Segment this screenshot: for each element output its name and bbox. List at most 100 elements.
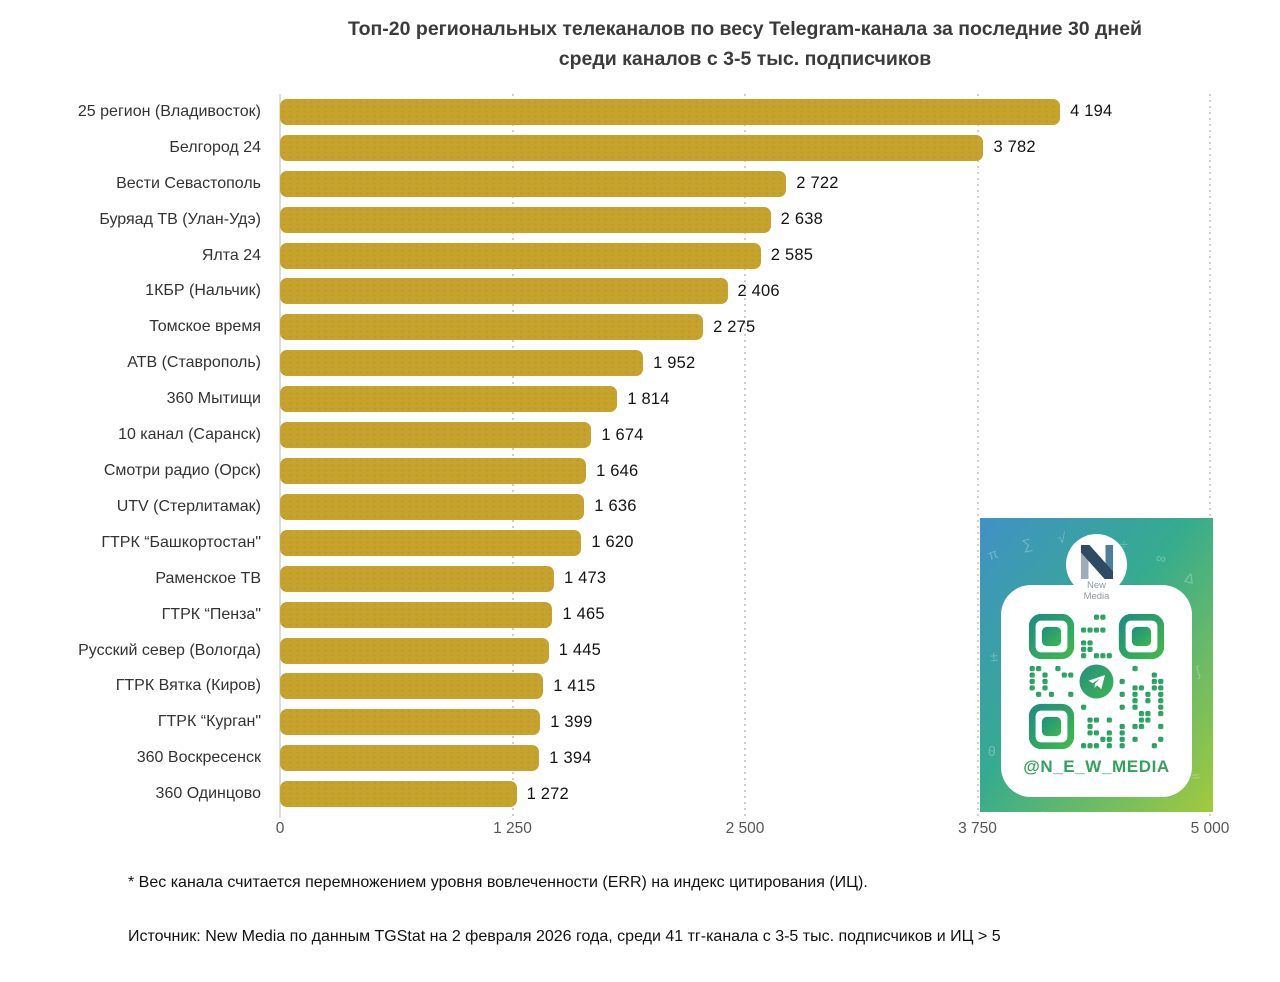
bar — [280, 745, 540, 772]
wordmark-line2: Media — [1083, 591, 1110, 602]
bar-track: 1 465 — [280, 601, 1210, 628]
value-label: 1 465 — [562, 605, 605, 624]
bar — [280, 98, 1061, 125]
new-media-logo-icon — [1080, 545, 1114, 579]
category-label: Томское время — [149, 318, 261, 336]
doodle-glyph: ∫ — [1193, 662, 1203, 680]
bar-row: 10 канал (Саранск) 1 674 — [30, 417, 1210, 453]
bar — [280, 637, 549, 664]
value-label: 2 275 — [713, 317, 756, 336]
category-label: 1КБР (Нальчик) — [145, 282, 261, 300]
bar-row: Ялта 24 2 585 — [30, 238, 1210, 274]
doodle-glyph: Δ — [1183, 569, 1197, 587]
bar-chart: 25 регион (Владивосток) 4 194 Белгород 24 3… — [30, 94, 1229, 837]
bar — [280, 314, 704, 341]
bar-track: 4 194 — [280, 98, 1210, 125]
bar-track: 2 722 — [280, 170, 1210, 197]
doodle-glyph: ≈ — [1190, 767, 1202, 785]
value-label: 3 782 — [993, 138, 1036, 157]
category-label: Вести Севастополь — [116, 174, 261, 192]
value-label: 2 585 — [770, 246, 814, 265]
qr-code — [1029, 614, 1164, 749]
axis-zero-line — [279, 94, 281, 818]
bar-row: 360 Воскресенск 1 394 — [30, 740, 1210, 776]
doodle-glyph: π — [985, 544, 1001, 564]
qr-promo-panel: π ∑ √ ÷ ∞ Δ ∫ ≈ ± θ ² λ New Media @N_E_W_MEDIA — [980, 518, 1213, 826]
doodle-glyph: √ — [1057, 529, 1067, 547]
value-label: 1 814 — [627, 389, 670, 408]
bar — [280, 206, 771, 233]
bar-row: ГТРК “Башкортостан" 1 620 — [30, 525, 1210, 561]
value-label: 1 394 — [549, 748, 592, 767]
value-label: 1 620 — [591, 533, 634, 552]
telegram-icon — [1079, 664, 1114, 699]
x-axis-ticks: 0 1 250 2 500 3 750 5 000 — [276, 820, 1230, 840]
bar-row: UTV (Стерлитамак) 1 636 — [30, 489, 1210, 525]
bar-track: 1 620 — [280, 529, 1210, 556]
category-label: Русский север (Вологда) — [78, 641, 261, 659]
x-tick-label: 2 500 — [725, 820, 765, 837]
bar — [280, 529, 582, 556]
bar-track: 2 585 — [280, 242, 1210, 269]
bar-track: 1 814 — [280, 386, 1210, 413]
value-label: 1 415 — [553, 676, 596, 695]
category-label: Ялта 24 — [201, 246, 261, 264]
bar-track: 1 272 — [280, 781, 1210, 808]
category-label: 360 Мытищи — [166, 390, 261, 408]
value-label: 1 399 — [550, 712, 593, 731]
category-label: 10 канал (Саранск) — [118, 426, 261, 444]
bar — [280, 781, 517, 808]
chart-title: Топ-20 региональных телеканалов по весу … — [280, 14, 1210, 74]
doodle-glyph: θ — [987, 742, 997, 760]
bar — [280, 673, 544, 700]
category-label: ГТРК Вятка (Киров) — [115, 677, 261, 695]
bar-row: АТВ (Ставрополь) 1 952 — [30, 345, 1210, 381]
bar — [280, 565, 554, 592]
category-label: UTV (Стерлитамак) — [116, 497, 261, 515]
bar — [280, 386, 618, 413]
bar — [280, 242, 761, 269]
bar-row: Томское время 2 275 — [30, 309, 1210, 345]
value-label: 1 445 — [558, 641, 602, 660]
value-label: 2 406 — [737, 281, 780, 300]
bar-track: 1 636 — [280, 493, 1210, 520]
category-label: ГТРК “Башкортостан" — [101, 533, 261, 551]
bar-track: 1 473 — [280, 565, 1210, 592]
bar — [280, 134, 984, 161]
value-label: 2 638 — [780, 210, 823, 229]
bar-rows: 25 регион (Владивосток) 4 194 Белгород 24 3… — [30, 94, 1210, 812]
bar-track: 1 415 — [280, 673, 1210, 700]
chart-title-line1: Топ-20 региональных телеканалов по весу … — [347, 18, 1143, 40]
bar-row: ГТРК Вятка (Киров) 1 415 — [30, 669, 1210, 705]
category-label: Смотри радио (Орск) — [103, 462, 261, 480]
value-label: 1 952 — [653, 353, 696, 372]
category-label: 25 регион (Владивосток) — [77, 102, 261, 120]
category-label: Белгород 24 — [169, 138, 261, 156]
gridline — [1209, 94, 1211, 818]
category-label: Раменское ТВ — [155, 569, 261, 587]
value-label: 1 674 — [601, 425, 644, 444]
bar-row: 1КБР (Нальчик) 2 406 — [30, 274, 1210, 310]
gridline — [511, 94, 514, 818]
category-label: ГТРК “Курган" — [157, 713, 261, 731]
bar-row: 360 Мытищи 1 814 — [30, 381, 1210, 417]
bar-track: 1 674 — [280, 422, 1210, 449]
value-label: 1 636 — [594, 497, 637, 516]
bar — [280, 493, 585, 520]
value-label: 1 272 — [526, 784, 569, 803]
bar-track: 1 952 — [280, 350, 1210, 377]
doodle-glyph: ± — [989, 647, 999, 665]
grid-layer — [279, 94, 1211, 818]
bar-row: 360 Одинцово 1 272 — [30, 776, 1210, 812]
value-label: 1 473 — [563, 569, 607, 588]
bar-row: Раменское ТВ 1 473 — [30, 561, 1210, 597]
category-label: Буряад ТВ (Улан-Удэ) — [99, 210, 261, 228]
bar-track: 3 782 — [280, 134, 1210, 161]
bar-track: 1 399 — [280, 709, 1210, 736]
footnote-source: Источник: New Media по данным TGStat на … — [128, 928, 1001, 945]
bar-track: 2 275 — [280, 314, 1210, 341]
telegram-plane-glyph — [1088, 675, 1105, 690]
gridline — [744, 94, 746, 818]
value-label: 1 646 — [596, 461, 639, 480]
